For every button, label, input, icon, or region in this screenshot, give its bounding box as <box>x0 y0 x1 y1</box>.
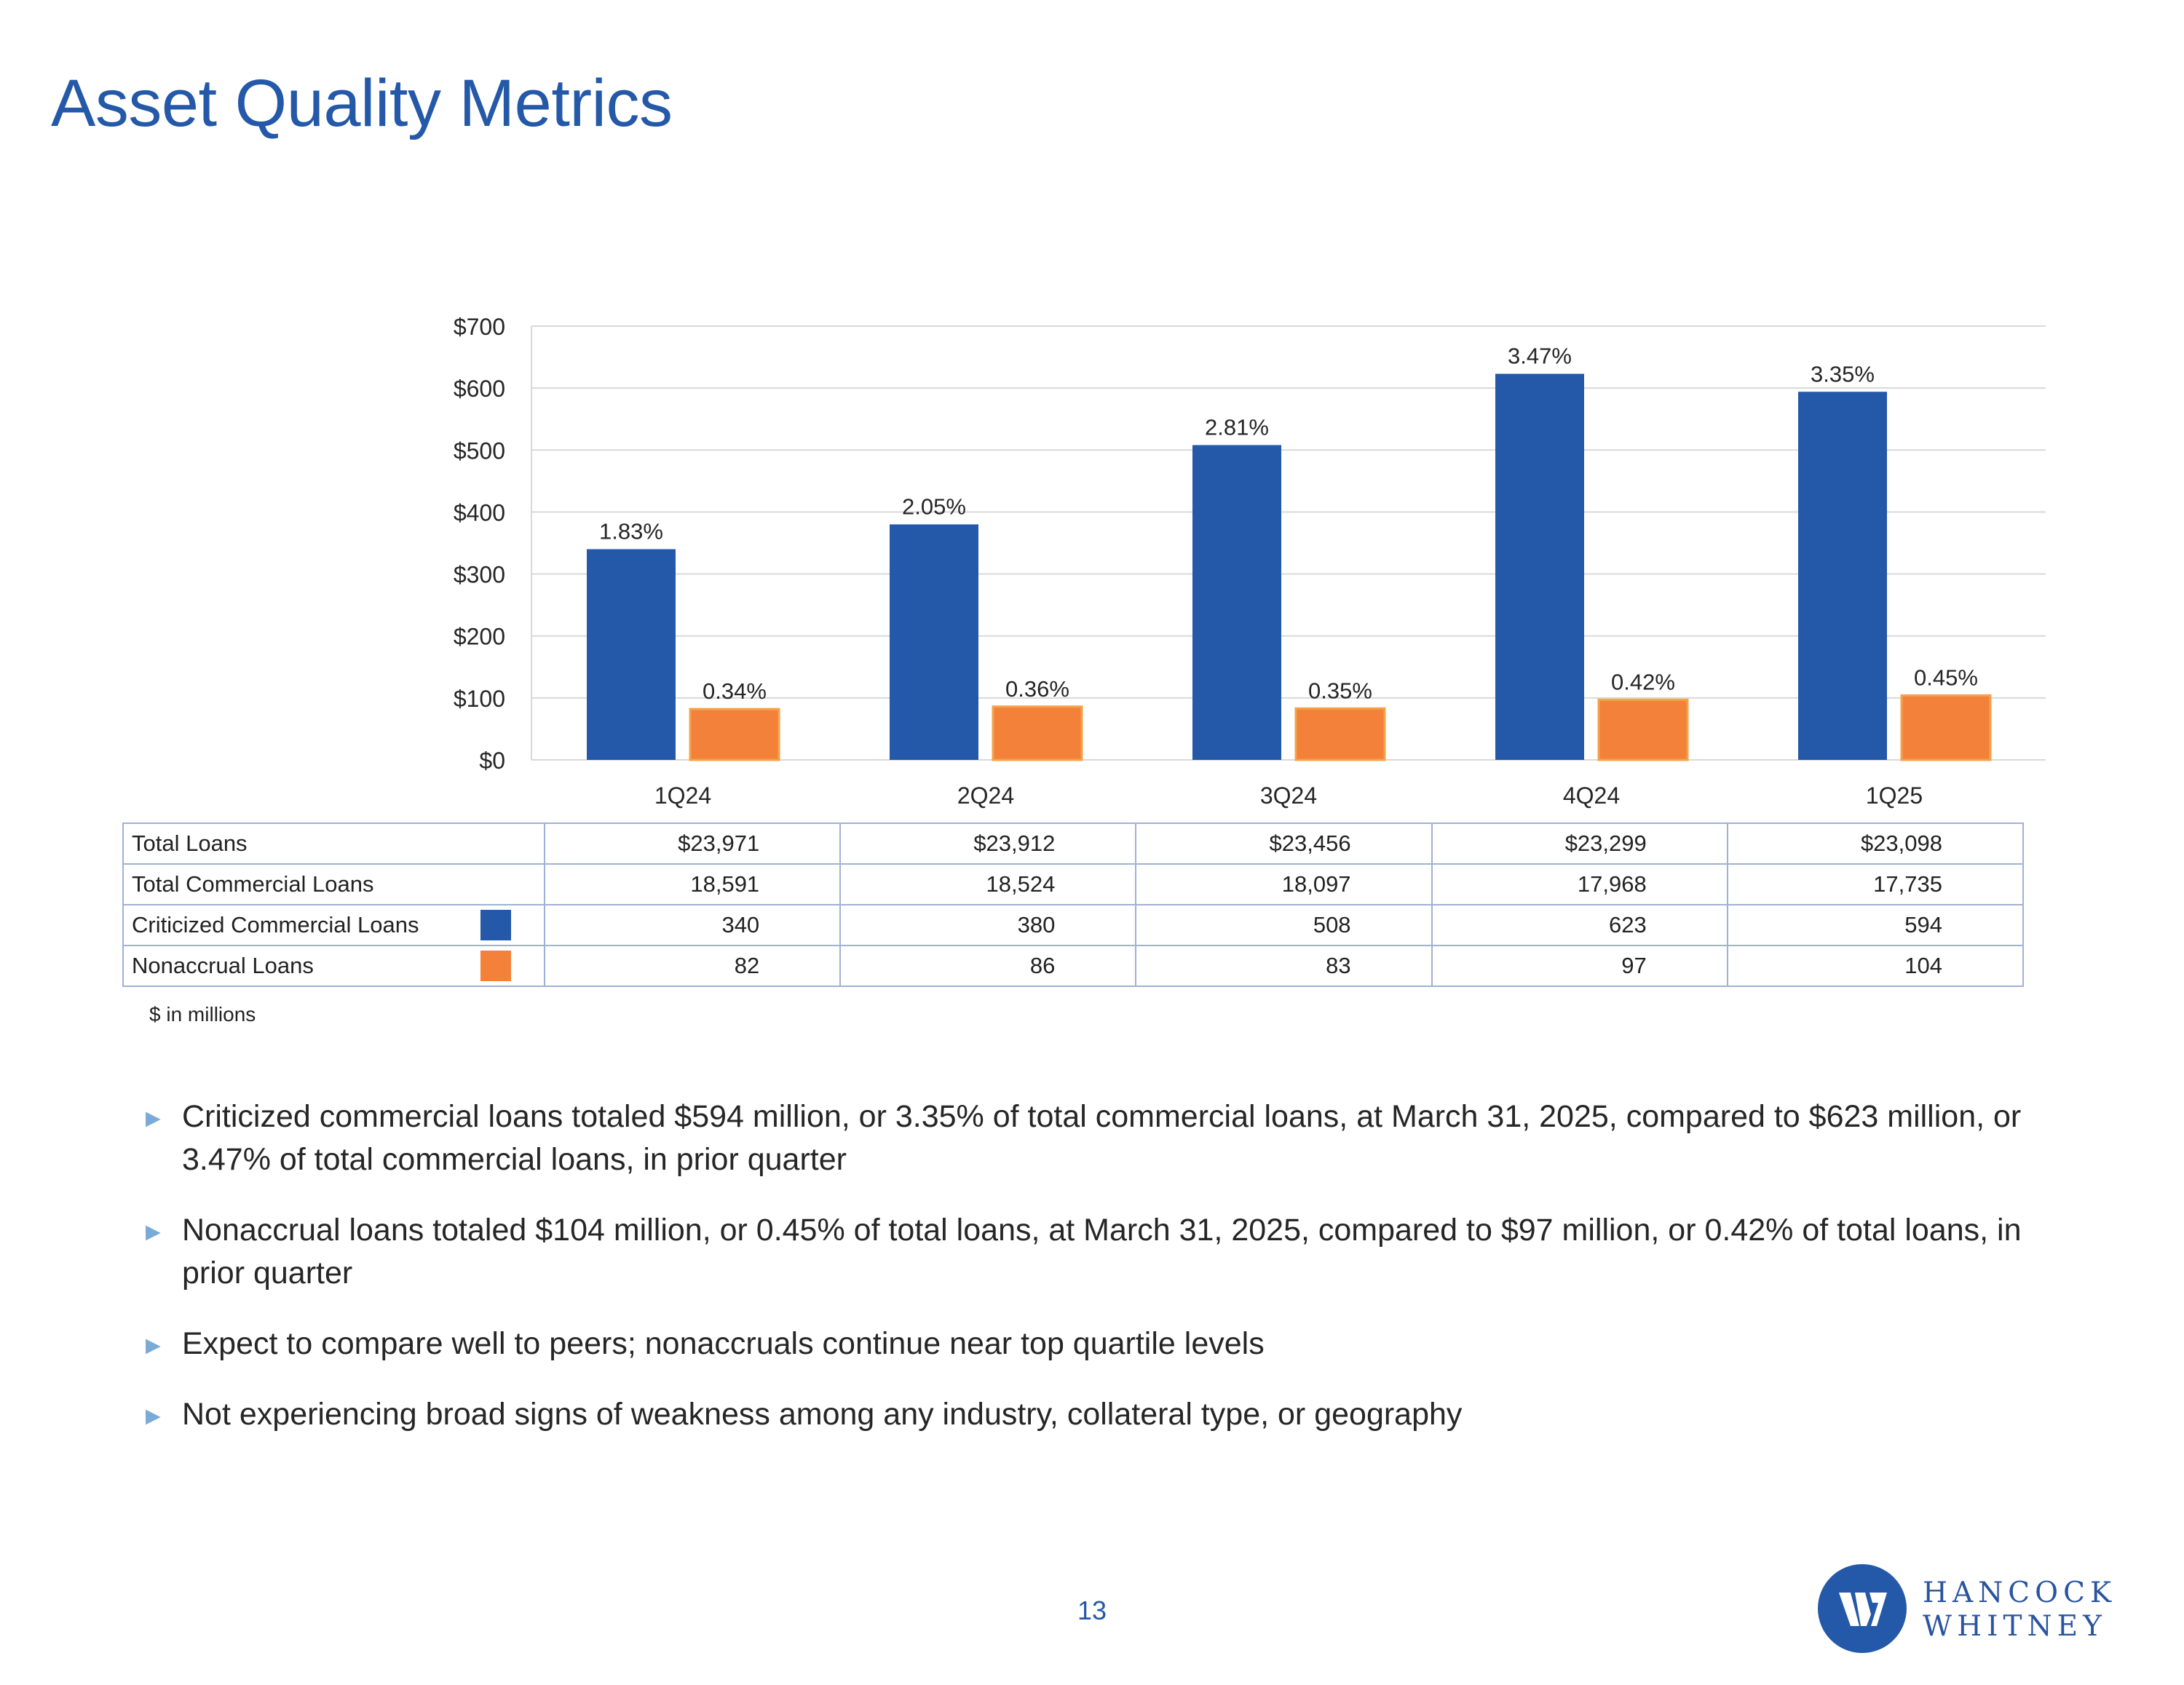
data-label: 2.05% <box>902 493 966 519</box>
triangle-right-icon: ▶ <box>146 1334 161 1356</box>
table-cell: 623 <box>1431 904 1728 946</box>
row-label: Total Loans <box>122 822 545 865</box>
triangle-right-icon: ▶ <box>146 1107 161 1129</box>
row-label: Total Commercial Loans <box>122 863 545 905</box>
bar-nonaccrual <box>1597 698 1689 761</box>
y-tick-label: $0 <box>479 748 505 774</box>
table-row: Total Commercial Loans 18,591 18,524 18,… <box>122 863 2025 905</box>
bullet-text: Not experiencing broad signs of weakness… <box>182 1397 1463 1432</box>
y-tick-label: $400 <box>454 499 505 526</box>
data-label: 0.36% <box>1005 676 1069 702</box>
table-cell: $23,912 <box>839 822 1137 865</box>
page-title: Asset Quality Metrics <box>51 66 673 140</box>
bar-criticized <box>1192 445 1281 760</box>
data-label: 0.34% <box>703 678 767 704</box>
data-label: 2.81% <box>1205 414 1269 440</box>
x-tick-label: 4Q24 <box>1563 782 1620 809</box>
hancock-whitney-logo-icon <box>1818 1564 1907 1653</box>
table-cell: $23,456 <box>1135 822 1433 865</box>
table-cell: $23,971 <box>543 822 842 865</box>
x-tick-label: 1Q24 <box>654 782 711 809</box>
bar-criticized <box>1798 392 1887 760</box>
table-row: Total Loans $23,971 $23,912 $23,456 $23,… <box>122 822 2025 865</box>
legend-swatch-nonaccrual <box>480 951 511 981</box>
page-number: 13 <box>1077 1595 1107 1625</box>
table-cell: 594 <box>1726 904 2025 946</box>
bar-criticized <box>1495 373 1584 760</box>
x-tick-label: 3Q24 <box>1260 782 1317 809</box>
list-item: ▶ Not experiencing broad signs of weakne… <box>146 1393 2053 1438</box>
row-label: Criticized Commercial Loans <box>122 904 545 946</box>
table-cell: 380 <box>839 904 1137 946</box>
loan-data-table: Total Loans $23,971 $23,912 $23,456 $23,… <box>122 822 2025 987</box>
table-cell: 83 <box>1135 945 1433 987</box>
list-item: ▶ Nonaccrual loans totaled $104 million,… <box>146 1209 2053 1295</box>
bullet-list: ▶ Criticized commercial loans totaled $5… <box>146 1095 2053 1464</box>
table-cell: 18,524 <box>839 863 1137 905</box>
logo-wordmark: HANCOCK WHITNEY <box>1923 1577 2117 1643</box>
row-label: Nonaccrual Loans <box>122 945 545 987</box>
triangle-right-icon: ▶ <box>146 1221 161 1242</box>
table-cell: 82 <box>543 945 842 987</box>
units-note: $ in millions <box>149 1003 256 1026</box>
data-label: 3.35% <box>1811 361 1875 386</box>
table-cell: $23,299 <box>1431 822 1728 865</box>
legend-swatch-criticized <box>480 910 511 940</box>
bar-nonaccrual <box>1900 694 1992 761</box>
data-label: 1.83% <box>599 519 663 544</box>
bullet-text: Criticized commercial loans totaled $594… <box>182 1099 2022 1177</box>
y-tick-label: $300 <box>454 562 505 588</box>
bullet-text: Nonaccrual loans totaled $104 million, o… <box>182 1213 2022 1290</box>
y-tick-label: $500 <box>454 437 505 464</box>
x-tick-label: 2Q24 <box>957 782 1014 809</box>
list-item: ▶ Expect to compare well to peers; nonac… <box>146 1323 2053 1367</box>
bar-criticized <box>890 524 978 760</box>
bar-nonaccrual <box>1294 707 1386 761</box>
data-label: 0.42% <box>1611 669 1675 694</box>
y-tick-label: $200 <box>454 624 505 650</box>
list-item: ▶ Criticized commercial loans totaled $5… <box>146 1095 2053 1181</box>
table-cell: 86 <box>839 945 1137 987</box>
y-tick-label: $600 <box>454 376 505 402</box>
data-label: 0.45% <box>1914 665 1978 690</box>
bar-criticized <box>587 549 676 760</box>
data-label: 3.47% <box>1508 344 1572 369</box>
table-row: Criticized Commercial Loans 340 380 508 … <box>122 904 2025 946</box>
bar-chart: $0 $100 $200 $300 $400 $500 $600 $700 1Q24 1.83% 0… <box>454 314 2046 809</box>
table-cell: 104 <box>1726 945 2025 987</box>
table-cell: 18,591 <box>543 863 842 905</box>
table-cell: 17,968 <box>1431 863 1728 905</box>
table-cell: 17,735 <box>1726 863 2025 905</box>
table-row: Nonaccrual Loans 82 86 83 97 104 <box>122 945 2025 987</box>
table-cell: 508 <box>1135 904 1433 946</box>
table-cell: $23,098 <box>1726 822 2025 865</box>
triangle-right-icon: ▶ <box>146 1405 161 1427</box>
bar-nonaccrual <box>689 707 780 761</box>
data-label: 0.35% <box>1308 678 1372 703</box>
table-cell: 340 <box>543 904 842 946</box>
x-tick-label: 1Q25 <box>1866 782 1923 809</box>
bullet-text: Expect to compare well to peers; nonaccr… <box>182 1326 1265 1361</box>
bar-nonaccrual <box>992 705 1083 761</box>
y-tick-label: $100 <box>454 686 505 712</box>
table-cell: 18,097 <box>1135 863 1433 905</box>
table-cell: 97 <box>1431 945 1728 987</box>
y-tick-label: $700 <box>454 314 505 340</box>
